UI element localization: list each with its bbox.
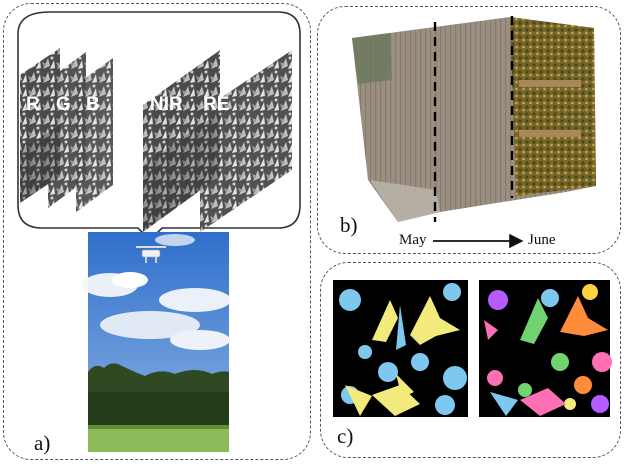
spectral-band-stack [20,48,292,232]
panel-b-label: b) [340,213,358,237]
orthomosaic-map [352,16,596,222]
panel-b-orthomosaic [317,6,621,254]
band-image-b [76,58,113,212]
band-label-nir: NIR [150,94,183,115]
band-label-g: G [56,94,71,115]
panel-c-label: c) [337,424,353,448]
panel-a-label: a) [34,431,50,455]
timeline-end-label: June [528,232,556,248]
instance-mask [479,280,612,417]
panel-a-acquisition [3,3,311,460]
band-label-re: RE [203,94,229,115]
band-label-b: B [86,94,100,115]
panel-c-segmentation [320,262,621,458]
timeline-start-label: May [399,232,427,248]
field-photo [82,232,231,452]
semantic-mask [333,280,468,417]
band-image-re [200,50,292,232]
band-label-r: R [26,94,40,115]
drone-icon [136,246,166,263]
